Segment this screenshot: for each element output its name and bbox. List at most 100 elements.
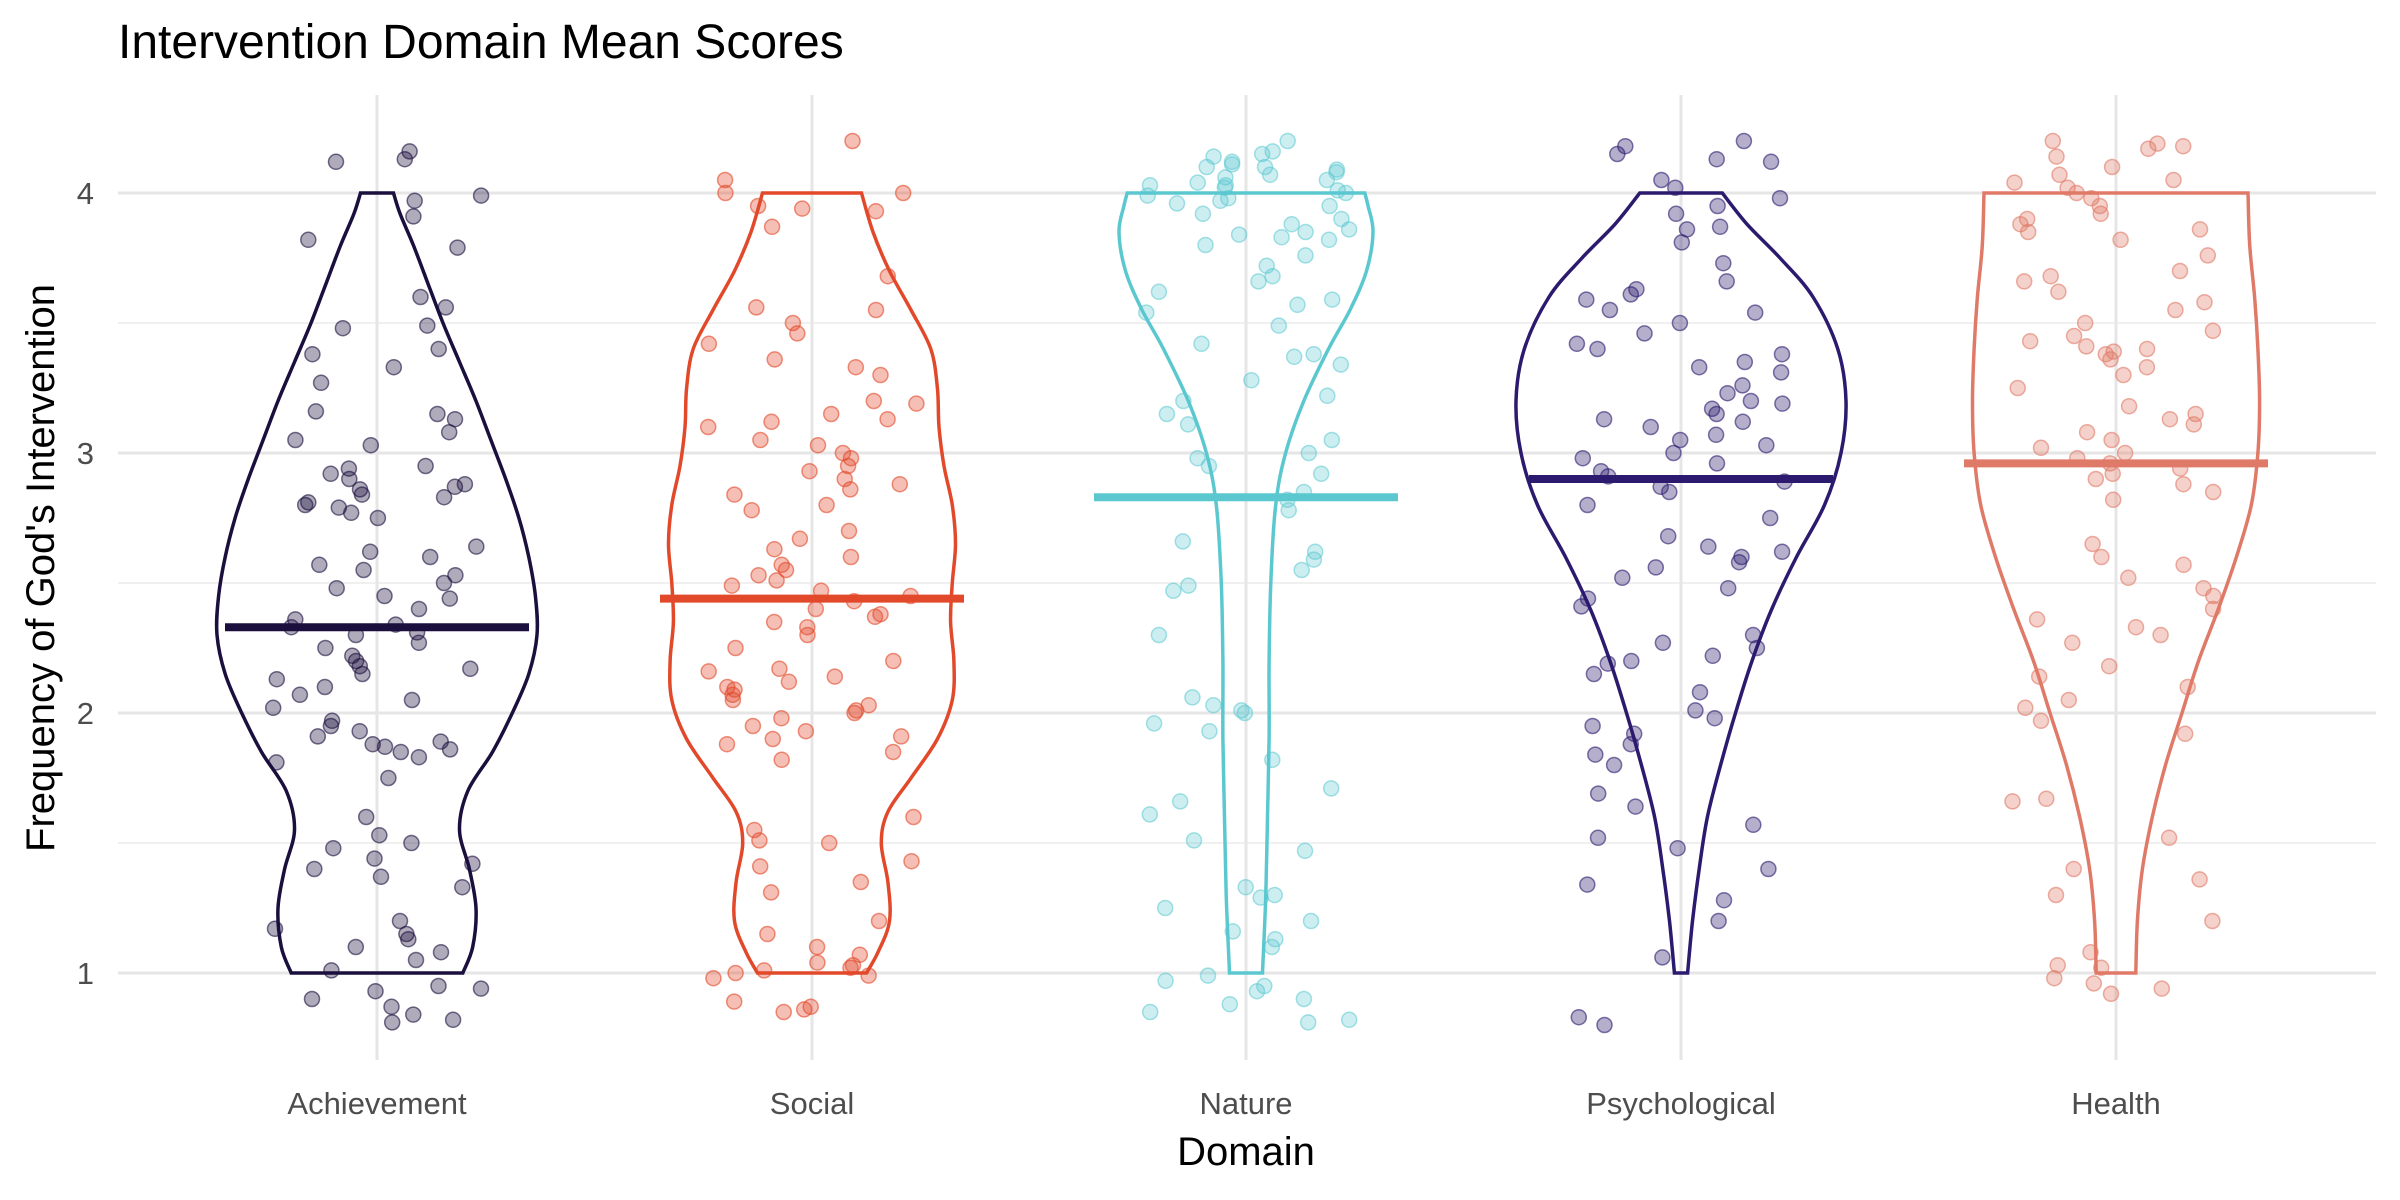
data-point [2199,247,2217,264]
violin-health [1970,191,2262,975]
data-point [2160,829,2178,847]
data-point [2084,535,2101,553]
data-point [1174,533,1192,550]
data-point [380,769,397,787]
data-point [705,969,722,987]
data-point [1623,652,1640,670]
data-point [1179,416,1197,433]
data-point [725,993,743,1010]
data-point [1584,717,1601,735]
data-point [879,267,897,285]
data-point [1761,509,1779,527]
data-point [1273,228,1290,246]
data-point [1171,793,1189,810]
data-point [1295,990,1313,1008]
data-point [2021,332,2039,350]
data-point [789,325,806,342]
data-point [1200,457,1218,475]
data-point [727,964,744,982]
data-point [1715,891,1733,909]
data-point [462,660,479,678]
data-point [1252,889,1269,906]
data-point [376,738,394,756]
data-point [727,639,744,657]
data-point [1261,166,1279,184]
data-point [2115,366,2132,384]
data-point [1774,395,1791,412]
data-point [2167,301,2184,319]
data-point [366,850,383,867]
data-point [2191,221,2209,238]
data-point [1589,829,1607,847]
data-point [1605,756,1623,774]
data-point [1599,655,1617,672]
data-point [1665,444,1682,462]
data-point [355,561,372,579]
data-point [799,626,816,644]
data-point [447,566,464,584]
data-point [807,600,825,618]
data-point [1139,187,1156,204]
data-point [1212,192,1229,210]
data-point [2138,340,2156,358]
data-point [401,143,418,160]
data-point [1667,205,1685,223]
data-point [1573,598,1590,615]
data-point [2078,423,2096,441]
data-point [1322,780,1340,797]
data-point [1707,426,1725,444]
data-point [718,735,736,753]
data-point [309,728,327,745]
data-point [1654,634,1672,652]
data-point [1671,314,1689,332]
violin-social [666,191,958,975]
data-point [2017,699,2034,717]
data-point [2093,548,2110,566]
data-point [903,852,920,870]
data-point [1289,296,1306,314]
data-point [822,405,840,423]
data-point [2087,470,2105,488]
data-point [2032,439,2050,457]
data-point [1622,286,1640,303]
data-point [768,572,785,589]
data-point [419,317,436,334]
data-point [2102,351,2119,368]
data-point [1760,860,1777,878]
data-point [1589,785,1607,802]
data-point [357,808,375,826]
data-point [2175,475,2192,493]
data-point [872,366,889,384]
data-point [1746,304,1764,321]
data-point [797,722,815,740]
data-point [1193,335,1210,353]
data-point [1661,483,1678,501]
data-point [1654,949,1671,966]
data-point [1198,158,1215,176]
data-point [1302,912,1320,930]
data-point [347,938,365,956]
violin-nature [1117,191,1375,975]
data-point [1570,1008,1588,1026]
data-point [771,660,788,678]
data-point [846,704,863,722]
data-point [2078,338,2095,355]
data-point [700,335,718,353]
data-point [468,538,485,555]
data-point [334,319,352,337]
data-point [2004,793,2021,810]
data-point [749,197,767,215]
data-point [1264,751,1281,769]
data-point [2152,626,2169,644]
data-point [2205,587,2222,605]
data-point [1625,725,1643,743]
data-point [306,860,323,878]
data-point [353,486,371,503]
data-point [847,702,865,719]
data-point [763,218,781,236]
data-point [867,301,885,319]
data-point [724,691,742,709]
data-point [2116,444,2134,462]
y-tick-label: 4 [77,176,94,211]
